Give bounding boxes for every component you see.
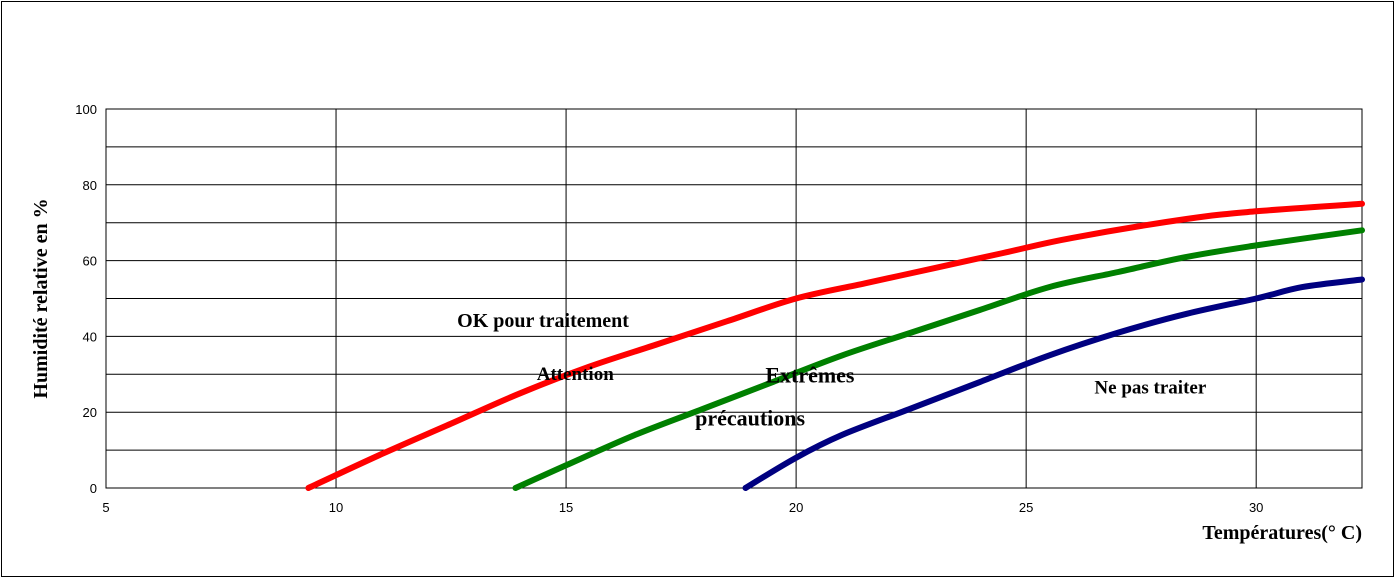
y-tick-label: 20 <box>83 405 97 420</box>
y-tick-label: 80 <box>83 178 97 193</box>
series-lines <box>305 200 1365 491</box>
series-line-3 <box>742 276 1365 491</box>
y-tick-label: 0 <box>90 481 97 496</box>
y-tick-label: 40 <box>83 329 97 344</box>
x-tick-label: 10 <box>329 500 343 515</box>
annotation-label: OK pour traitement <box>457 310 629 332</box>
plot-area <box>105 108 1363 489</box>
grid <box>105 108 1362 489</box>
x-tick-label: 25 <box>1019 500 1033 515</box>
annotation-label: Attention <box>537 364 614 385</box>
annotation-label: Extrêmes <box>765 363 855 388</box>
x-axis-title: Températures(° C) <box>1202 522 1362 544</box>
y-tick-label: 100 <box>75 102 97 117</box>
series-line-1 <box>305 200 1365 491</box>
annotations: OK pour traitement Attention Extrêmes préca… <box>457 310 1207 431</box>
x-tick-label: 15 <box>559 500 573 515</box>
x-tick-label: 20 <box>789 500 803 515</box>
y-axis-title: Humidité relative en % <box>30 198 52 398</box>
annotation-label: précautions <box>695 405 805 430</box>
annotation-label: Ne pas traiter <box>1094 377 1206 398</box>
x-tick-label: 30 <box>1249 500 1263 515</box>
series-line-2 <box>512 227 1365 491</box>
x-tick-label: 5 <box>102 500 109 515</box>
y-tick-label: 60 <box>83 254 97 269</box>
tick-labels: 5 10 15 20 25 30 0 20 40 60 80 100 <box>75 102 1263 515</box>
